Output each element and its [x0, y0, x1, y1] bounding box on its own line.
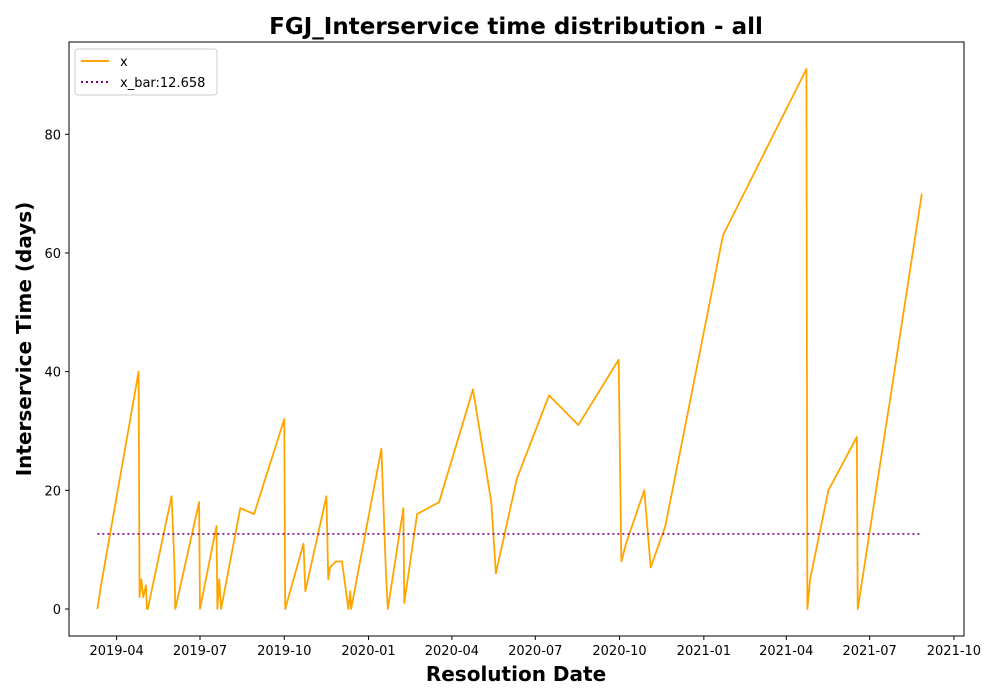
plot-series	[96, 68, 923, 610]
x-tick-label: 2019-04	[89, 644, 143, 659]
legend-box	[74, 48, 218, 96]
series-x-line	[96, 68, 923, 610]
x-tick-label: 2021-10	[927, 644, 981, 659]
legend-x-bar-label: x_bar:12.658	[120, 76, 205, 91]
y-tick-label: 40	[44, 366, 61, 381]
y-tick-label: 0	[53, 603, 61, 618]
x-tick-label: 2021-07	[842, 644, 896, 659]
y-tick-label: 20	[44, 484, 61, 499]
x-tick-label: 2019-07	[173, 644, 227, 659]
plot-frame	[68, 41, 965, 637]
legend-x-label: x	[120, 55, 128, 70]
y-tick-label: 80	[44, 128, 61, 143]
y-axis-label: Interservice Time (days)	[12, 202, 36, 477]
x-tick-label: 2020-10	[592, 644, 646, 659]
x-axis: 2019-04 2019-07 2019-10 2020-01 2020-04 2020-…	[89, 636, 981, 659]
y-tick-label: 60	[44, 247, 61, 262]
y-axis: 0 20 40 60 80	[44, 128, 69, 618]
x-tick-label: 2020-07	[508, 644, 562, 659]
x-axis-label: Resolution Date	[426, 662, 606, 686]
x-tick-label: 2021-01	[677, 644, 731, 659]
x-tick-label: 2019-10	[257, 644, 311, 659]
x-tick-label: 2020-01	[341, 644, 395, 659]
chart-title: FGJ_Interservice time distribution - all	[269, 14, 763, 40]
x-tick-label: 2021-04	[759, 644, 813, 659]
x-tick-label: 2020-04	[425, 644, 479, 659]
legend: x x_bar:12.658	[74, 48, 218, 96]
